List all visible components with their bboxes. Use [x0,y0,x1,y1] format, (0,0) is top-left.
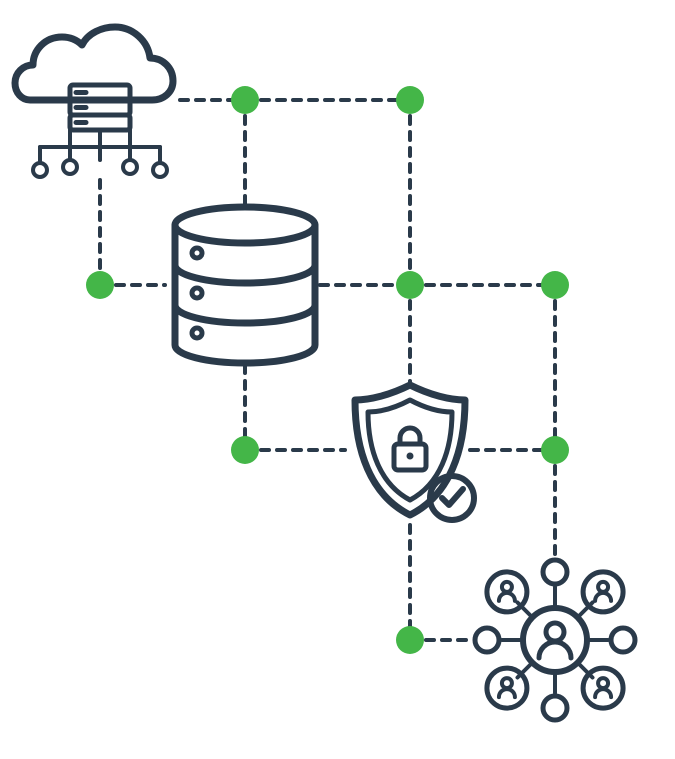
connection-dot [86,271,114,299]
connection-dot [396,86,424,114]
connection-dot [541,436,569,464]
connection-dot [541,271,569,299]
connection-dot [231,86,259,114]
connection-dot [396,626,424,654]
connection-dot [396,271,424,299]
connection-dot [231,436,259,464]
network-diagram [0,0,675,759]
